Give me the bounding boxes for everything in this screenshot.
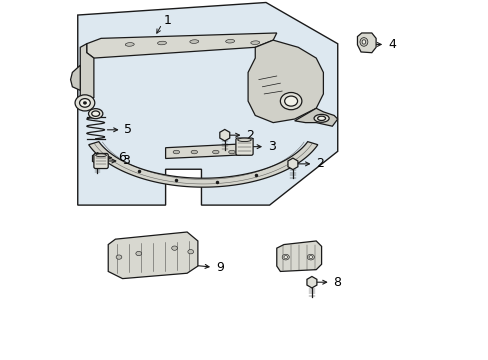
Polygon shape: [165, 144, 241, 158]
Ellipse shape: [284, 96, 297, 106]
Text: 6: 6: [102, 151, 126, 164]
Text: 3: 3: [105, 154, 130, 167]
Polygon shape: [306, 276, 316, 288]
Polygon shape: [80, 44, 94, 101]
Ellipse shape: [187, 249, 193, 254]
Text: 9: 9: [197, 261, 223, 274]
Ellipse shape: [359, 38, 367, 46]
Ellipse shape: [250, 41, 259, 44]
Ellipse shape: [313, 114, 328, 122]
Polygon shape: [88, 141, 317, 187]
Polygon shape: [78, 3, 337, 205]
Ellipse shape: [75, 95, 95, 111]
Polygon shape: [92, 153, 102, 164]
Ellipse shape: [306, 254, 314, 260]
Polygon shape: [70, 65, 80, 90]
Ellipse shape: [116, 255, 122, 259]
Ellipse shape: [125, 42, 134, 46]
Ellipse shape: [83, 102, 86, 104]
Ellipse shape: [191, 150, 197, 154]
Ellipse shape: [157, 41, 166, 45]
Text: 2: 2: [297, 157, 324, 170]
Polygon shape: [86, 33, 276, 58]
Text: 1: 1: [163, 14, 171, 27]
Polygon shape: [247, 40, 323, 123]
Ellipse shape: [189, 40, 198, 44]
Ellipse shape: [88, 109, 102, 119]
Text: 8: 8: [316, 276, 341, 289]
Polygon shape: [276, 241, 321, 271]
Ellipse shape: [173, 150, 179, 154]
Ellipse shape: [284, 256, 287, 258]
Text: 2: 2: [229, 129, 254, 142]
FancyBboxPatch shape: [94, 153, 108, 168]
Polygon shape: [294, 108, 337, 126]
Ellipse shape: [80, 99, 90, 107]
Ellipse shape: [96, 154, 106, 157]
Polygon shape: [108, 232, 198, 279]
Text: 4: 4: [368, 38, 395, 51]
Polygon shape: [287, 158, 297, 170]
Ellipse shape: [136, 251, 142, 256]
Text: 5: 5: [107, 123, 132, 136]
Polygon shape: [357, 33, 375, 53]
Ellipse shape: [228, 150, 235, 154]
Ellipse shape: [237, 138, 251, 141]
Ellipse shape: [225, 39, 234, 43]
Polygon shape: [220, 130, 229, 141]
Text: 3: 3: [248, 140, 275, 153]
Ellipse shape: [362, 40, 365, 44]
Ellipse shape: [171, 246, 177, 250]
Ellipse shape: [308, 256, 312, 258]
Ellipse shape: [212, 150, 219, 154]
Ellipse shape: [282, 254, 289, 260]
Ellipse shape: [317, 116, 325, 121]
Ellipse shape: [92, 111, 100, 116]
FancyBboxPatch shape: [235, 138, 253, 155]
Ellipse shape: [280, 93, 301, 110]
Text: 7: 7: [280, 254, 305, 267]
